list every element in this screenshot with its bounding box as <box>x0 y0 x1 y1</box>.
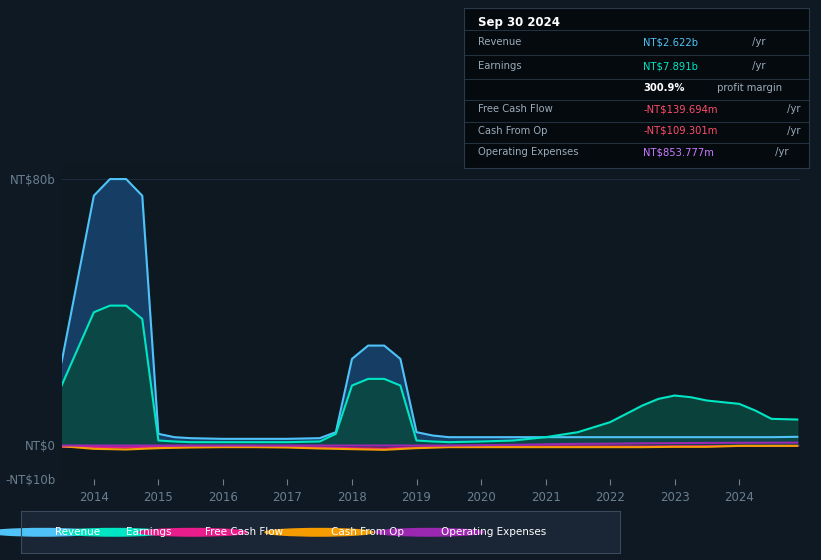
Circle shape <box>375 529 484 536</box>
Text: Cash From Op: Cash From Op <box>331 528 404 537</box>
Circle shape <box>60 529 168 536</box>
Text: -NT$139.694m: -NT$139.694m <box>643 104 718 114</box>
Text: /yr: /yr <box>749 61 765 71</box>
Text: Sep 30 2024: Sep 30 2024 <box>478 16 560 29</box>
Text: Earnings: Earnings <box>126 528 172 537</box>
Text: Earnings: Earnings <box>478 61 521 71</box>
Text: Revenue: Revenue <box>55 528 100 537</box>
Circle shape <box>0 529 97 536</box>
Text: NT$7.891b: NT$7.891b <box>643 61 698 71</box>
Text: Revenue: Revenue <box>478 37 521 47</box>
Circle shape <box>140 529 247 536</box>
Text: /yr: /yr <box>749 37 765 47</box>
Text: Cash From Op: Cash From Op <box>478 125 547 136</box>
Text: Free Cash Flow: Free Cash Flow <box>478 104 553 114</box>
Text: NT$853.777m: NT$853.777m <box>643 147 714 157</box>
Text: 300.9%: 300.9% <box>643 83 685 92</box>
Text: /yr: /yr <box>772 147 789 157</box>
Circle shape <box>265 529 373 536</box>
Text: -NT$109.301m: -NT$109.301m <box>643 125 718 136</box>
Text: profit margin: profit margin <box>713 83 782 92</box>
Text: Operating Expenses: Operating Expenses <box>478 147 578 157</box>
Text: NT$2.622b: NT$2.622b <box>643 37 698 47</box>
Text: Operating Expenses: Operating Expenses <box>441 528 547 537</box>
Text: Free Cash Flow: Free Cash Flow <box>205 528 283 537</box>
Text: /yr: /yr <box>784 125 800 136</box>
Text: /yr: /yr <box>784 104 800 114</box>
